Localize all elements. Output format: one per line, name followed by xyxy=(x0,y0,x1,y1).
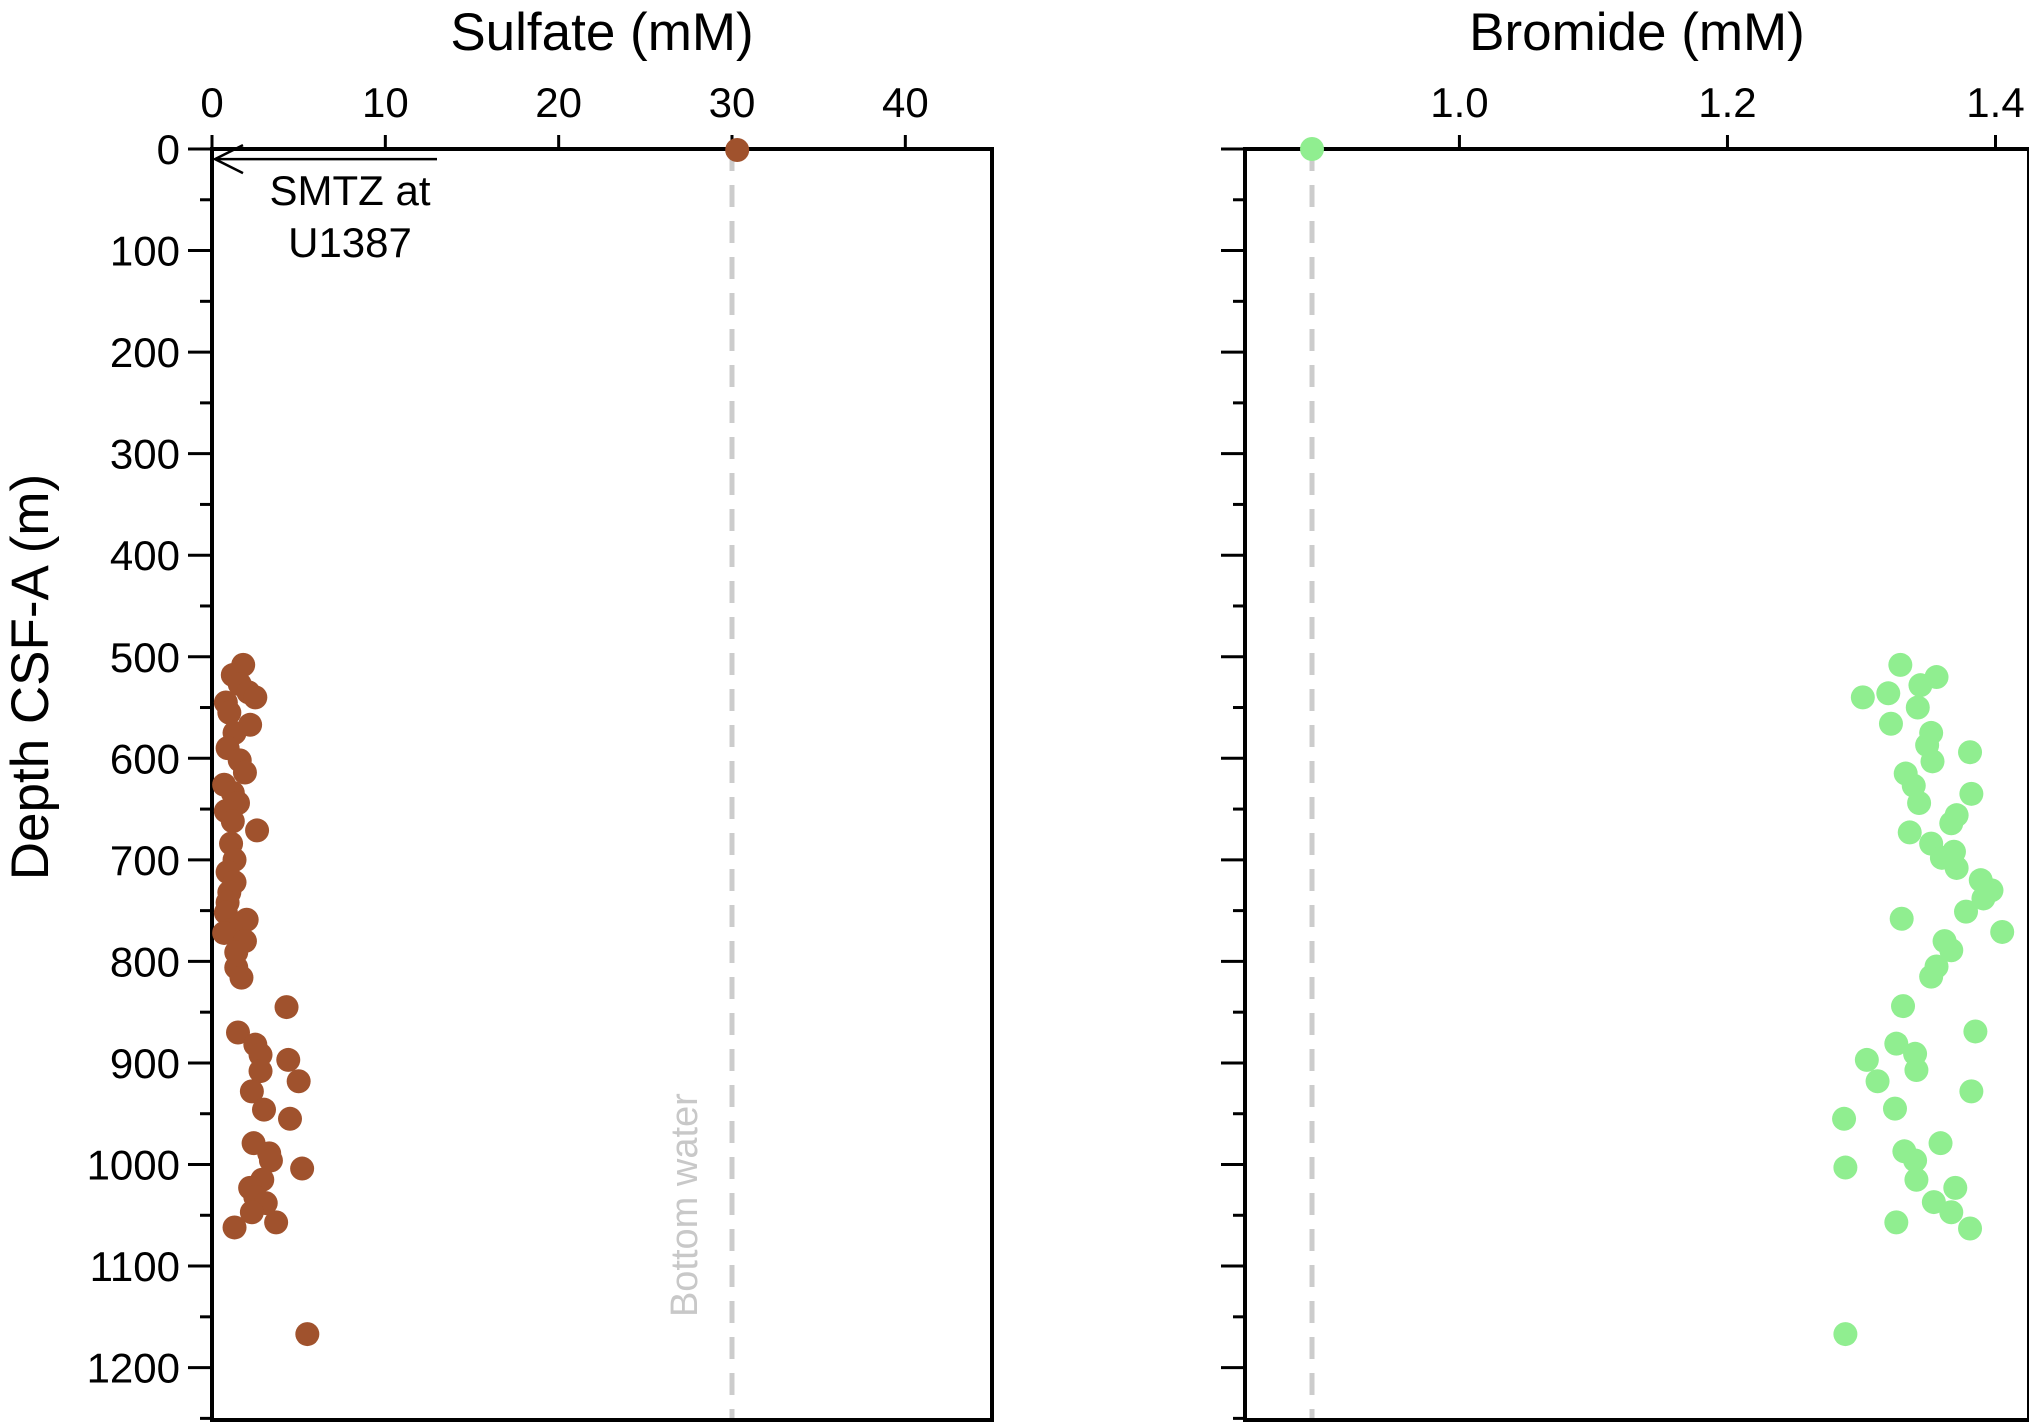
annotation-text: SMTZ at xyxy=(269,167,430,214)
x-tick-label: 30 xyxy=(709,79,756,126)
data-point xyxy=(1921,1190,1946,1215)
data-point xyxy=(725,138,750,163)
data-point xyxy=(1928,1131,1953,1156)
y-tick-label: 100 xyxy=(110,228,180,275)
x-tick-label: 0 xyxy=(200,79,223,126)
data-point xyxy=(1882,1096,1907,1121)
x-axis-title: Bromide (mM) xyxy=(1469,3,1805,62)
data-point xyxy=(1963,1019,1988,1044)
x-tick-label: 1.4 xyxy=(1966,79,2024,126)
data-point xyxy=(1971,886,1996,911)
data-point xyxy=(278,1106,302,1131)
data-point xyxy=(239,1079,264,1104)
data-point xyxy=(1939,811,1964,836)
data-point xyxy=(1959,1079,1984,1104)
data-point xyxy=(1897,820,1922,845)
data-point xyxy=(1904,1167,1929,1192)
data-point xyxy=(295,1322,320,1347)
data-point xyxy=(1891,994,1916,1019)
plot-frame xyxy=(1243,147,2029,1422)
x-tick-label: 10 xyxy=(362,79,409,126)
y-tick-label: 0 xyxy=(157,126,180,173)
data-point xyxy=(1954,899,1979,924)
data-point xyxy=(1832,1106,1857,1131)
data-point xyxy=(245,818,270,843)
data-point xyxy=(1908,673,1933,698)
data-point xyxy=(239,1200,264,1225)
data-point xyxy=(1959,781,1984,806)
data-point xyxy=(274,995,299,1020)
data-point xyxy=(1854,1047,1879,1072)
data-point xyxy=(258,1148,283,1173)
data-point xyxy=(1878,711,1903,736)
data-point xyxy=(1850,685,1875,710)
data-point xyxy=(1943,1175,1968,1200)
data-point xyxy=(1876,681,1901,706)
data-point xyxy=(1888,652,1913,677)
data-point xyxy=(220,809,245,834)
data-point xyxy=(1300,137,1325,161)
y-tick-label: 400 xyxy=(110,532,180,579)
x-tick-label: 1.2 xyxy=(1698,79,1756,126)
data-point xyxy=(1904,1058,1929,1083)
data-point xyxy=(290,1156,315,1181)
x-tick-label: 40 xyxy=(882,79,929,126)
y-tick-label: 200 xyxy=(110,329,180,376)
y-tick-label: 800 xyxy=(110,938,180,985)
y-tick-label: 500 xyxy=(110,634,180,681)
data-point xyxy=(264,1210,289,1235)
data-point xyxy=(1920,749,1945,774)
data-point xyxy=(229,965,254,990)
data-point xyxy=(1990,919,2015,944)
annotation-text: U1387 xyxy=(288,219,412,266)
data-point xyxy=(217,700,242,725)
data-point xyxy=(1919,964,1944,989)
data-point xyxy=(1833,1155,1858,1180)
x-axis-title: Sulfate (mM) xyxy=(450,3,753,62)
data-point xyxy=(232,760,257,785)
data-point xyxy=(226,1020,250,1045)
data-point xyxy=(248,1059,273,1084)
data-point xyxy=(1903,1148,1928,1173)
data-point xyxy=(1944,855,1969,880)
data-point xyxy=(243,685,268,710)
data-point xyxy=(1833,1322,1858,1347)
data-point xyxy=(252,1097,276,1122)
y-tick-label: 1200 xyxy=(87,1345,180,1392)
data-point xyxy=(286,1069,311,1094)
y-tick-label: 700 xyxy=(110,837,180,884)
data-point xyxy=(1958,1216,1983,1241)
data-point xyxy=(212,920,237,945)
data-point xyxy=(222,1215,247,1240)
reference-line-label: Bottom water xyxy=(664,1093,706,1317)
sulfate-panel: Bottom water 0 10 20 30 40 Sulfate (mM) 0 100 200… xyxy=(1,3,994,1422)
data-point xyxy=(276,1047,301,1072)
data-point xyxy=(1958,740,1983,765)
data-point xyxy=(1907,790,1932,815)
data-point xyxy=(1884,1210,1909,1235)
data-point xyxy=(1939,1200,1964,1225)
y-tick-label: 1100 xyxy=(90,1243,180,1290)
data-point xyxy=(1939,938,1964,963)
plot-frame xyxy=(210,147,994,1422)
y-tick-label: 900 xyxy=(110,1040,180,1087)
x-tick-label: 1.0 xyxy=(1430,79,1488,126)
data-point xyxy=(1865,1069,1890,1094)
y-axis-title: Depth CSF-A (m) xyxy=(1,474,60,880)
x-tick-label: 20 xyxy=(535,79,582,126)
y-tick-label: 600 xyxy=(110,735,180,782)
y-tick-label: 300 xyxy=(110,431,180,478)
data-point xyxy=(1889,906,1914,931)
bromide-panel: 1.0 1.2 1.4 Bromide (mM) xyxy=(1221,3,2029,1422)
data-point xyxy=(1905,695,1930,720)
y-tick-label: 1000 xyxy=(87,1142,180,1189)
data-point xyxy=(1884,1031,1909,1056)
annotation-arrowhead xyxy=(212,144,244,175)
